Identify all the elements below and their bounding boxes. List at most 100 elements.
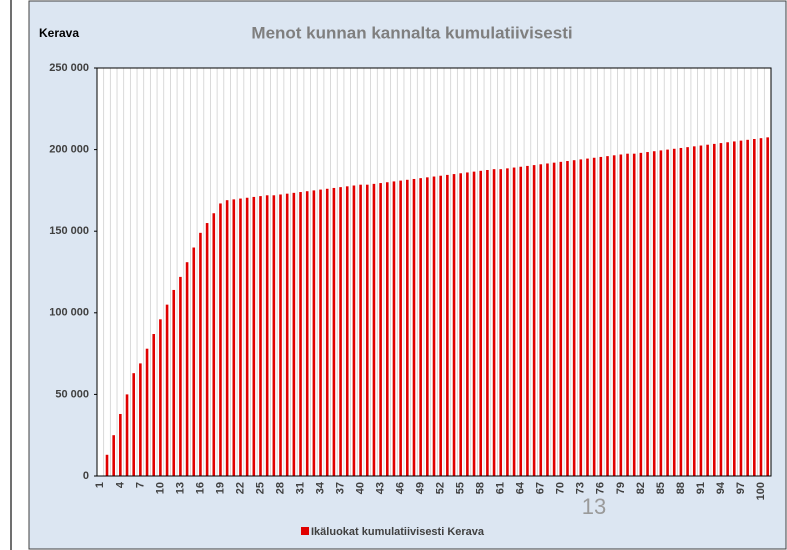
bar [392,181,396,476]
x-tick-label: 46 [395,482,407,494]
bar [265,195,269,476]
x-tick-label: 19 [214,482,226,494]
bar [419,178,422,476]
bar [345,186,349,476]
bar [232,199,236,476]
bar [385,182,389,477]
bar [432,176,436,476]
bar [412,178,416,476]
x-tick-label: 28 [274,482,286,494]
bar [646,152,649,476]
bar [759,138,763,476]
bar [259,196,262,476]
bar [499,169,503,476]
x-tick-label: 4 [114,481,126,488]
bar [579,159,583,476]
bar [212,213,216,477]
bar [546,163,549,477]
bar [599,156,603,476]
bar [139,363,142,476]
x-tick-label: 55 [455,482,467,494]
x-tick-label: 94 [715,481,727,494]
page-number: 13 [582,494,606,519]
bar [252,196,256,477]
x-tick-label: 76 [595,482,607,494]
bar [679,147,683,476]
legend-label: Ikäluokat kumulatiivisesti Kerava [311,526,485,538]
bar [125,394,129,476]
bar [612,155,616,476]
bar [659,150,663,476]
bar [132,373,136,476]
bar [185,262,189,476]
bar [305,191,309,476]
bar [279,194,282,477]
bar [359,184,362,477]
x-tick-label: 73 [575,482,587,494]
bar [466,172,469,476]
bar [452,174,456,476]
x-tick-label: 79 [615,482,627,494]
bar [239,198,242,476]
plot-border [96,67,772,477]
x-tick-label: 13 [174,482,186,494]
bar [739,140,743,476]
x-tick-label: 34 [314,481,326,494]
bar [712,143,716,476]
bar [532,165,536,476]
bar [706,144,709,477]
x-tick-label: 85 [655,482,667,494]
bar [192,247,196,476]
bar [492,169,496,476]
bar [292,192,296,476]
bar [299,192,302,477]
x-tick-label: 100 [755,482,767,500]
x-tick-label: 31 [294,482,306,494]
bar [552,162,556,476]
bar [372,183,376,476]
bar [325,188,329,476]
bar [352,185,356,476]
x-tick-label: 49 [415,482,427,494]
x-tick-label: 25 [254,482,266,494]
bar [399,180,402,476]
bar [519,166,523,476]
y-tick-label: 250 000 [49,62,89,74]
bar [426,177,429,476]
x-tick-label: 52 [435,482,447,494]
y-tick-label: 200 000 [49,144,89,156]
bar [753,138,756,476]
bar [559,161,563,476]
y-tick-label: 100 000 [49,307,89,319]
bar [272,195,276,476]
bar [699,145,703,476]
bar [225,200,229,476]
x-tick-label: 7 [134,482,146,488]
bar [159,319,162,476]
bar [732,141,736,476]
y-tick-label: 50 000 [55,388,89,400]
bar [686,147,689,477]
bar [112,435,115,476]
bar [145,348,149,476]
x-tick-label: 10 [154,482,166,494]
bar [666,149,669,476]
bar [539,164,543,476]
y-tick-label: 150 000 [49,225,89,237]
x-tick-label: 1 [94,482,106,488]
x-tick-label: 88 [675,482,687,494]
bar [285,193,289,476]
bar [172,289,176,476]
corner-label: Kerava [39,26,79,40]
bar [339,187,342,477]
bar [766,137,769,477]
bar [319,189,322,477]
x-tick-label: 70 [555,482,567,494]
bar [245,197,249,476]
bar [446,174,449,476]
bar [312,190,316,476]
bar [719,143,723,476]
bar [479,170,483,477]
bar [379,183,382,476]
